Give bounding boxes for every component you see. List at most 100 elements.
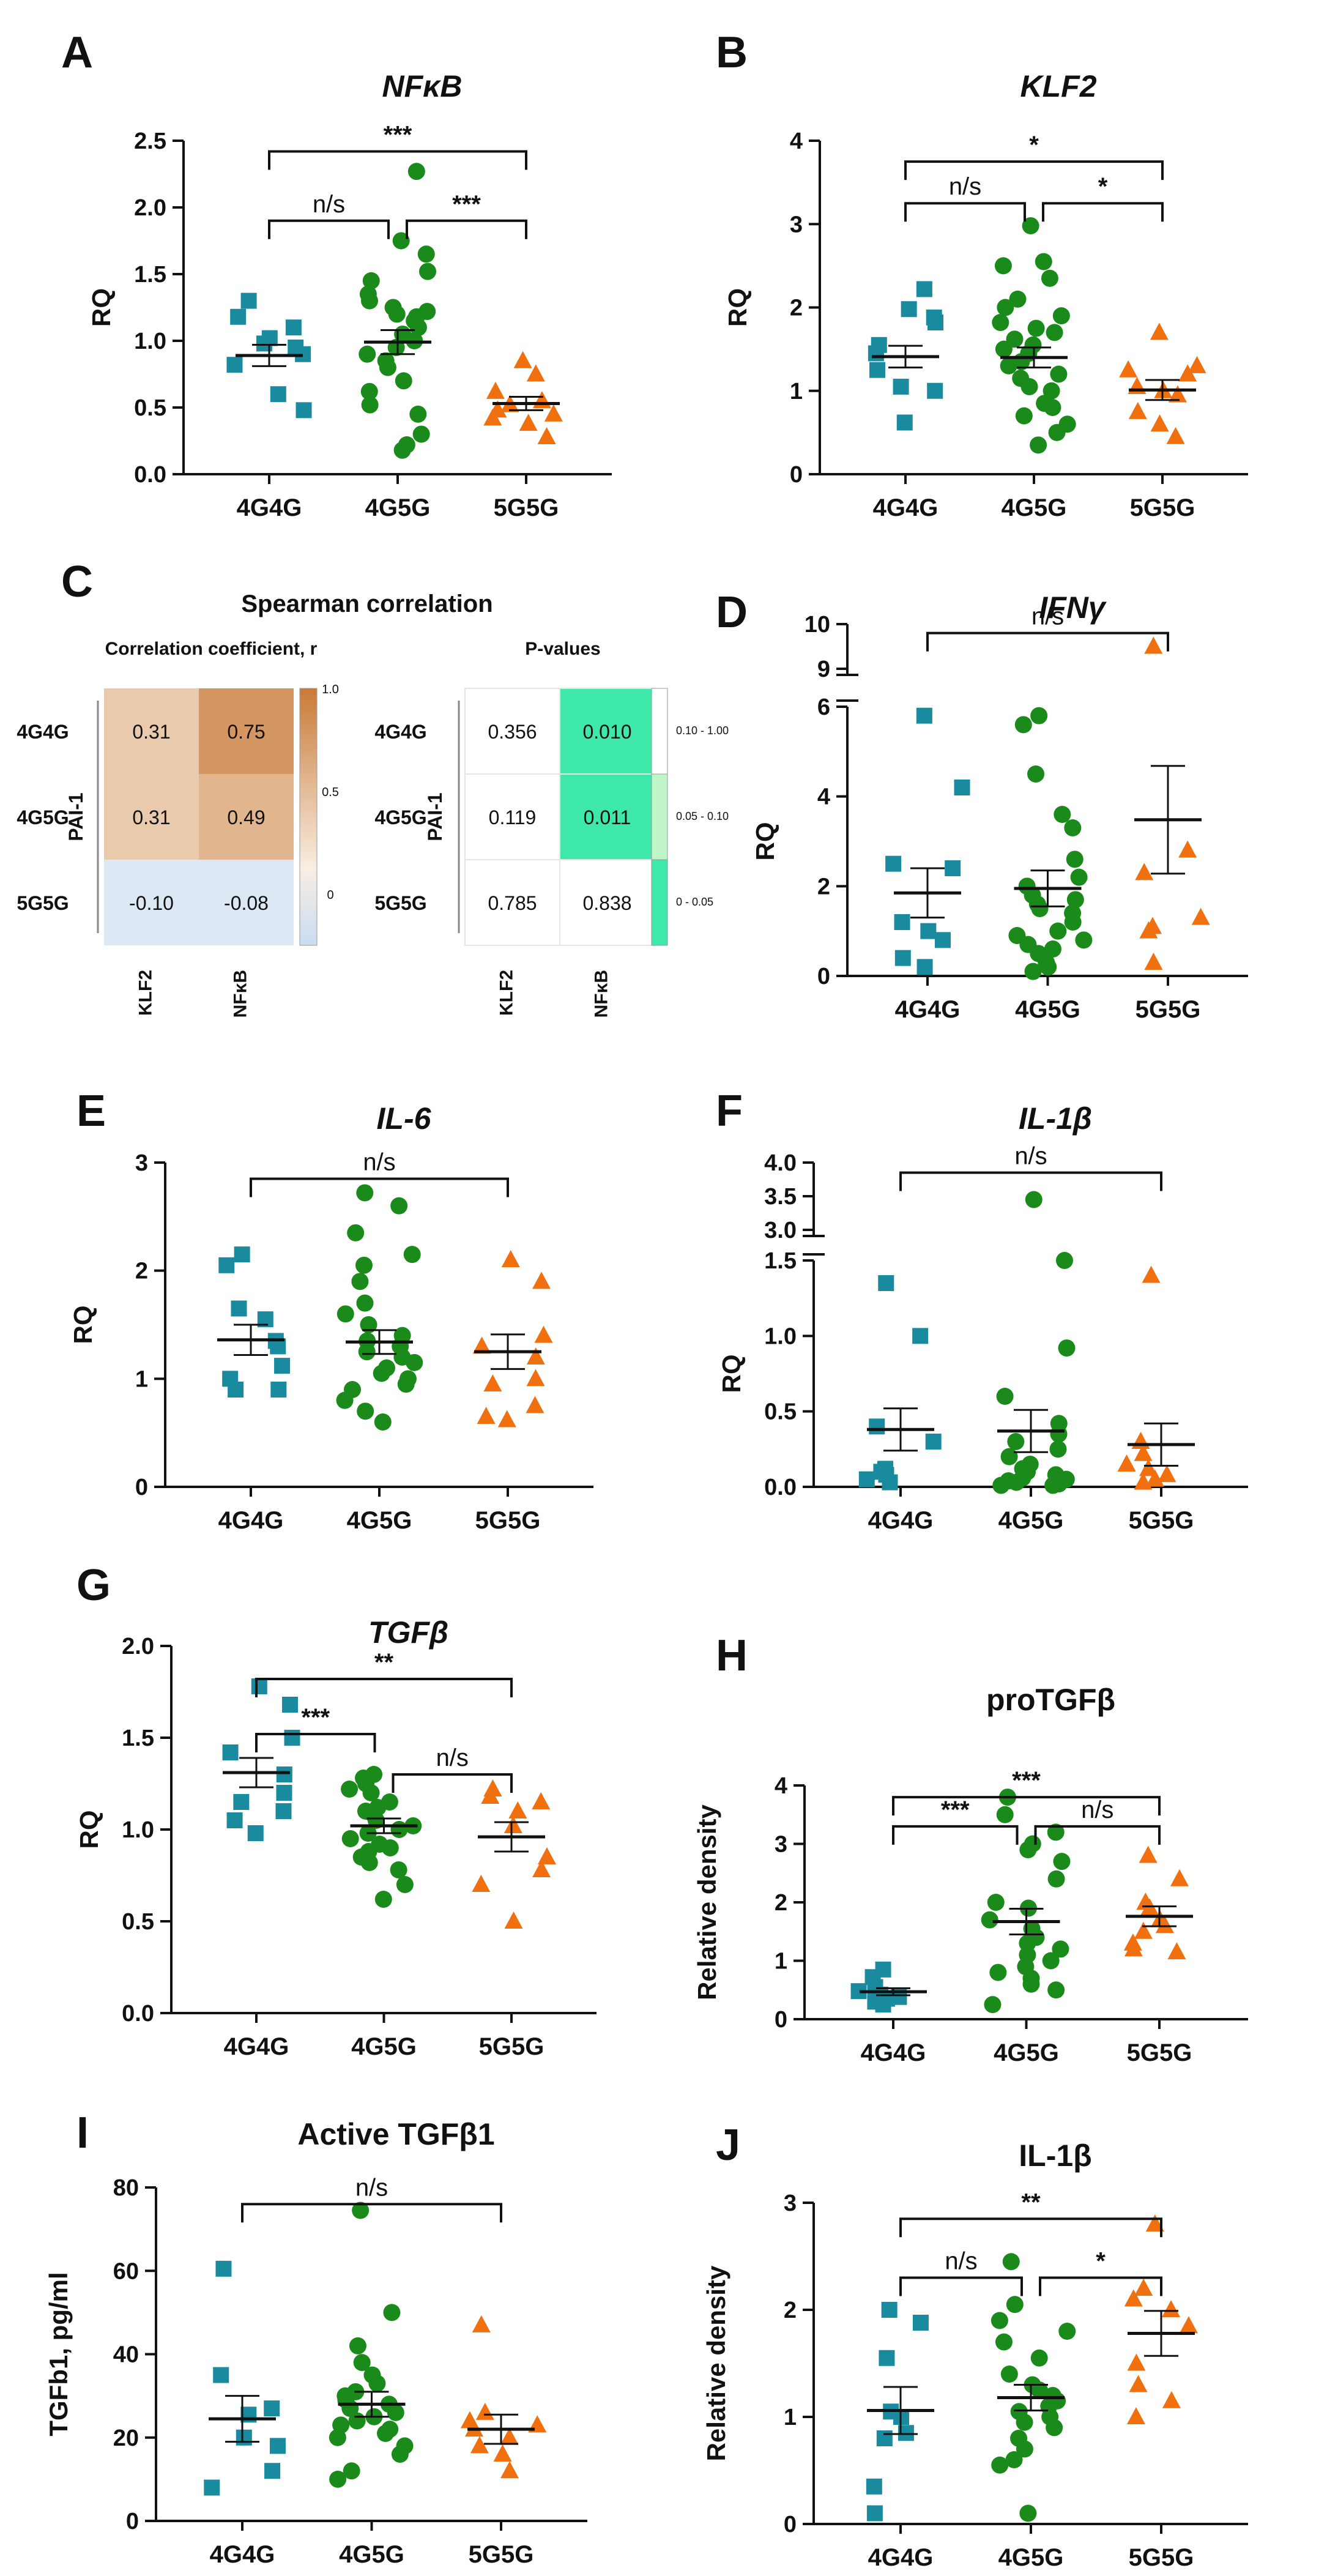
heatmap-row-label: 4G4G: [374, 721, 426, 743]
heatmap-r-value: 0.75: [227, 721, 265, 743]
chart-title-E: IL-6: [377, 1101, 432, 1136]
data-point-5G5G: [500, 2461, 519, 2479]
data-point-4G5G: [1005, 2451, 1023, 2468]
data-point-5G5G: [1134, 1443, 1153, 1461]
panel-letter-G: G: [76, 1561, 111, 1610]
data-point-4G5G: [1075, 931, 1093, 949]
data-point-4G5G: [390, 1197, 408, 1215]
significance-label: ***: [452, 191, 481, 218]
panel-E: E IL-6 0 1 2 3 RQ 4G4G 4G5G 5G5G n/s: [69, 1087, 593, 1534]
data-point-5G5G: [501, 1250, 520, 1267]
panel-G: G TGFβ 0.0 0.5 1.0 1.5 2.0 RQ 4G4G 4G5G 5G5G *** n/s…: [75, 1561, 597, 2060]
x-tick-label-5G5G: 5G5G: [1127, 2039, 1192, 2066]
data-point-4G5G: [1030, 436, 1047, 454]
data-point-4G5G: [1044, 399, 1061, 416]
x-tick-label-5G5G: 5G5G: [469, 2541, 534, 2568]
panel-B: B KLF2 0 1 2 3 4 RQ 4G4G 4G5G 5G5G n/s * *: [716, 28, 1248, 521]
heatmap-p-cell: [464, 859, 560, 946]
data-point-5G5G: [1150, 322, 1169, 340]
data-point-4G5G: [351, 1273, 369, 1290]
data-point-4G5G: [1000, 1448, 1018, 1465]
chart-title-F: IL-1β: [1019, 1101, 1092, 1136]
data-point-4G5G: [1041, 269, 1058, 287]
panel-A: A NFκB 0.0 0.5 1.0 1.5 2.0 2.5 RQ 4G4G 4G5G 5G5G n/s…: [61, 28, 612, 521]
pvalue-legend-swatch: [651, 688, 668, 775]
row-group-label: PAI-1: [424, 792, 446, 841]
data-point-4G5G: [336, 1391, 354, 1409]
data-point-4G5G: [1000, 357, 1017, 374]
data-point-4G5G: [409, 405, 427, 423]
y-axis-label-H: Relative density: [693, 1804, 721, 2000]
data-point-4G5G: [1047, 1981, 1065, 1999]
chart-title-I: Active TGFβ1: [297, 2117, 494, 2151]
panel-letter-F: F: [716, 1087, 743, 1136]
data-point-4G5G: [1006, 2296, 1024, 2314]
significance-bracket: [241, 2203, 502, 2223]
y-tick-label-F: 3.5: [764, 1184, 797, 1210]
data-point-4G4G: [896, 414, 913, 431]
data-point-4G5G: [1031, 2381, 1049, 2399]
data-point-5G5G: [486, 381, 505, 399]
data-point-4G5G: [1022, 217, 1039, 234]
data-point-4G5G: [368, 2375, 386, 2392]
data-point-4G5G: [984, 1996, 1002, 2014]
data-point-4G5G: [1049, 1440, 1067, 1458]
colorbar-tick-label: 0: [327, 888, 333, 902]
data-point-4G5G: [1048, 423, 1066, 441]
y-tick-label-G: 2.0: [122, 1634, 154, 1659]
y-tick-label-J: 0: [784, 2512, 797, 2537]
colorbar-tick-label: 1.0: [322, 683, 339, 696]
y-tick-label-A: 0.0: [134, 462, 166, 488]
x-tick-label-5G5G: 5G5G: [494, 494, 559, 521]
data-point-4G5G: [981, 1911, 998, 1929]
y-tick-label-E: 2: [135, 1259, 148, 1284]
data-point-4G4G: [233, 1794, 250, 1810]
data-point-4G4G: [270, 386, 286, 403]
y-axis-label-I: TGFb1, pg/ml: [44, 2272, 73, 2436]
heatmap-r-title: Correlation coefficient, r: [105, 639, 318, 659]
significance-bracket: [255, 1733, 376, 1752]
data-point-4G4G: [893, 378, 909, 395]
data-point-4G5G: [341, 1830, 359, 1847]
data-point-4G4G: [281, 1697, 298, 1713]
data-point-4G4G: [228, 1382, 244, 1398]
y-tick-label-F: 1.0: [764, 1323, 797, 1349]
data-point-4G5G: [356, 1294, 374, 1312]
significance-label: ***: [1012, 1767, 1041, 1794]
data-point-4G4G: [878, 1275, 894, 1291]
y-tick-label-H: 3: [775, 1832, 787, 1858]
data-point-4G5G: [356, 1184, 374, 1202]
chart-title-G: TGFβ: [368, 1615, 448, 1650]
data-point-4G5G: [996, 1806, 1014, 1823]
data-point-4G4G: [230, 308, 247, 325]
heatmap-p-value: 0.785: [488, 892, 537, 914]
data-point-4G5G: [1052, 307, 1070, 325]
data-point-5G5G: [537, 1847, 556, 1864]
heatmap-p-value: 0.011: [584, 806, 631, 828]
data-point-5G5G: [544, 404, 563, 422]
y-tick-label-F: 0.5: [764, 1399, 797, 1425]
data-point-4G5G: [360, 1854, 378, 1871]
data-point-4G5G: [397, 1375, 415, 1393]
significance-bracket: [268, 150, 527, 170]
data-point-5G5G: [1166, 426, 1185, 444]
data-point-4G5G: [1016, 2440, 1033, 2458]
significance-bracket: [255, 1678, 513, 1697]
data-point-4G4G: [869, 362, 886, 378]
data-point-5G5G: [1162, 2391, 1181, 2408]
data-point-4G5G: [388, 305, 406, 323]
y-tick-label-I: 80: [113, 2175, 139, 2201]
data-point-4G4G: [296, 402, 312, 419]
heatmap-row-label: 4G5G: [17, 806, 69, 828]
heatmap-col-label: KLF2: [136, 970, 156, 1016]
data-point-5G5G: [497, 1410, 516, 1428]
data-point-5G5G: [1119, 360, 1138, 378]
y-tick-label-I: 20: [113, 2425, 139, 2451]
data-point-5G5G: [1145, 2214, 1164, 2232]
y-axis-label-J: Relative density: [702, 2265, 730, 2461]
y-tick-label-B: 3: [790, 212, 803, 237]
data-point-4G5G: [361, 292, 379, 310]
significance-bracket: [1034, 1825, 1161, 1845]
x-tick-label-4G5G: 4G5G: [365, 494, 431, 521]
